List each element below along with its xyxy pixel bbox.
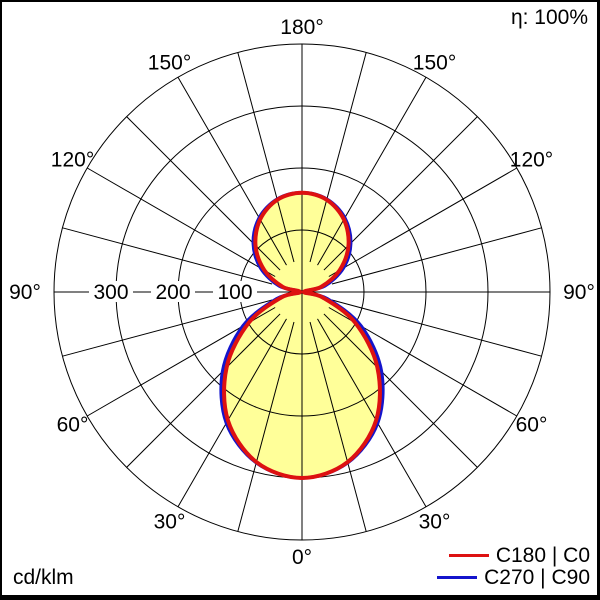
legend: C180 | C0 C270 | C90 <box>437 543 590 589</box>
polar-grid <box>53 43 551 541</box>
efficiency-label: η: 100% <box>510 6 588 29</box>
legend-line-c270-c90-icon <box>437 576 478 580</box>
angle-label: 30° <box>419 510 451 533</box>
angle-labels: 0° 30° 30° 60° 60° 90° 90° 120° 120° 150° 150° 180° <box>9 16 595 569</box>
curve-c180-c0 <box>222 190 382 480</box>
angle-label: 60° <box>516 414 548 437</box>
radial-tick-label: 300 <box>93 281 128 304</box>
legend-item-c270-c90: C270 | C90 <box>437 565 590 589</box>
legend-label-c270-c90: C270 | C90 <box>484 565 590 589</box>
angle-label: 120° <box>51 149 94 172</box>
angle-label: 150° <box>148 52 191 75</box>
legend-label-c180-c0: C180 | C0 <box>495 543 590 567</box>
radial-tick-label: 100 <box>217 281 252 304</box>
legend-line-c180-c0-icon <box>448 554 489 558</box>
angle-label: 150° <box>413 52 456 75</box>
angle-label: 90° <box>9 281 41 304</box>
units-label: cd/klm <box>13 566 74 589</box>
angle-label: 120° <box>510 149 553 172</box>
angle-label: 90° <box>563 281 595 304</box>
legend-item-c180-c0: C180 | C0 <box>448 543 590 567</box>
radial-tick-label: 200 <box>155 281 190 304</box>
angle-label: 180° <box>280 16 323 39</box>
angle-label: 30° <box>154 510 186 533</box>
radial-tick-labels: 100 200 300 <box>89 281 257 304</box>
angle-label: 0° <box>292 546 312 569</box>
angle-label: 60° <box>57 414 89 437</box>
